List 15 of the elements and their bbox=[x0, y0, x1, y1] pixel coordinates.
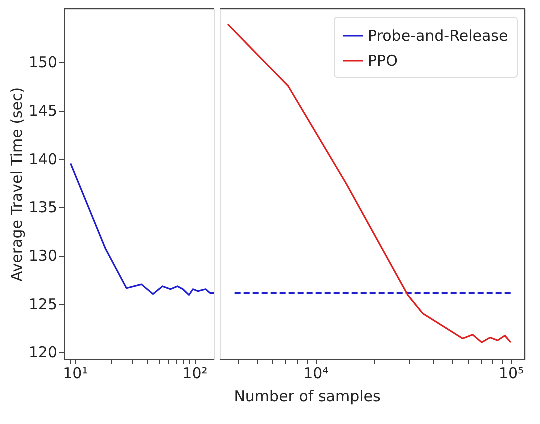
legend-label: PPO bbox=[368, 52, 398, 70]
y-tick-label: 140 bbox=[28, 150, 58, 168]
y-tick-label: 130 bbox=[28, 247, 58, 266]
y-tick-label: 125 bbox=[28, 295, 58, 314]
y-tick-label: 150 bbox=[28, 54, 58, 72]
y-axis-title: Average Travel Time (sec) bbox=[8, 87, 26, 282]
y-tick-label: 120 bbox=[28, 344, 58, 362]
x-axis-title: Number of samples bbox=[234, 388, 381, 406]
y-tick-label: 135 bbox=[28, 198, 58, 217]
x-tick-label: 10² bbox=[182, 364, 208, 382]
y-tick-label: 145 bbox=[28, 102, 58, 120]
x-tick-label: 10¹ bbox=[63, 364, 88, 382]
x-tick-label: 10⁴ bbox=[304, 364, 329, 382]
legend-label: Probe-and-Release bbox=[368, 27, 508, 45]
x-tick-label: 10⁵ bbox=[498, 364, 524, 382]
